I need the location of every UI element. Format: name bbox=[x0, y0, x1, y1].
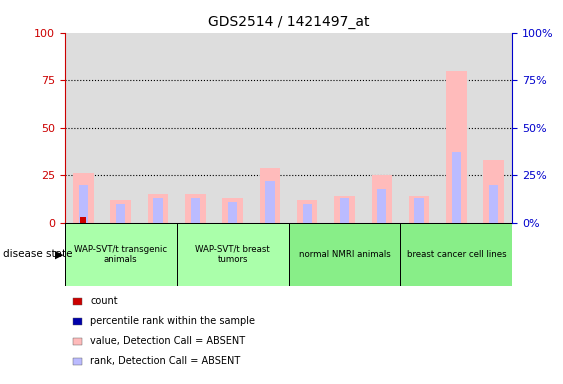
Bar bbox=[214, 33, 251, 223]
Bar bbox=[65, 223, 177, 286]
Text: ▶: ▶ bbox=[55, 249, 64, 260]
Bar bbox=[372, 175, 392, 223]
Bar bbox=[289, 33, 326, 223]
Bar bbox=[65, 33, 102, 223]
Text: normal NMRI animals: normal NMRI animals bbox=[298, 250, 390, 259]
Bar bbox=[81, 217, 87, 223]
Text: disease state: disease state bbox=[3, 249, 72, 260]
Bar bbox=[73, 173, 93, 223]
Bar bbox=[148, 194, 168, 223]
Bar bbox=[400, 223, 512, 286]
Text: count: count bbox=[90, 296, 118, 306]
Text: value, Detection Call = ABSENT: value, Detection Call = ABSENT bbox=[90, 336, 245, 346]
Bar bbox=[414, 198, 424, 223]
Bar bbox=[326, 33, 363, 223]
Bar bbox=[251, 33, 288, 223]
Bar bbox=[153, 198, 163, 223]
Bar bbox=[185, 194, 205, 223]
Bar bbox=[191, 198, 200, 223]
Bar bbox=[102, 33, 139, 223]
Bar bbox=[260, 167, 280, 223]
Bar bbox=[475, 33, 512, 223]
Text: percentile rank within the sample: percentile rank within the sample bbox=[90, 316, 255, 326]
Bar bbox=[228, 202, 237, 223]
Bar bbox=[334, 196, 355, 223]
Bar bbox=[222, 198, 243, 223]
Bar bbox=[438, 33, 475, 223]
Bar bbox=[377, 189, 386, 223]
Text: breast cancer cell lines: breast cancer cell lines bbox=[406, 250, 506, 259]
Bar bbox=[302, 204, 312, 223]
Bar bbox=[116, 204, 126, 223]
Bar bbox=[289, 223, 400, 286]
Bar bbox=[79, 185, 88, 223]
Bar bbox=[409, 196, 430, 223]
Text: rank, Detection Call = ABSENT: rank, Detection Call = ABSENT bbox=[90, 356, 240, 366]
Bar bbox=[177, 223, 288, 286]
Text: WAP-SVT/t transgenic
animals: WAP-SVT/t transgenic animals bbox=[74, 245, 167, 264]
Bar bbox=[489, 185, 498, 223]
Title: GDS2514 / 1421497_at: GDS2514 / 1421497_at bbox=[208, 15, 369, 29]
Bar bbox=[110, 200, 131, 223]
Bar bbox=[177, 33, 214, 223]
Bar bbox=[363, 33, 400, 223]
Bar bbox=[340, 198, 349, 223]
Text: WAP-SVT/t breast
tumors: WAP-SVT/t breast tumors bbox=[195, 245, 270, 264]
Bar bbox=[140, 33, 177, 223]
Bar bbox=[446, 71, 467, 223]
Bar bbox=[452, 152, 461, 223]
Bar bbox=[265, 181, 275, 223]
Bar bbox=[400, 33, 438, 223]
Bar bbox=[484, 160, 504, 223]
Bar bbox=[297, 200, 318, 223]
